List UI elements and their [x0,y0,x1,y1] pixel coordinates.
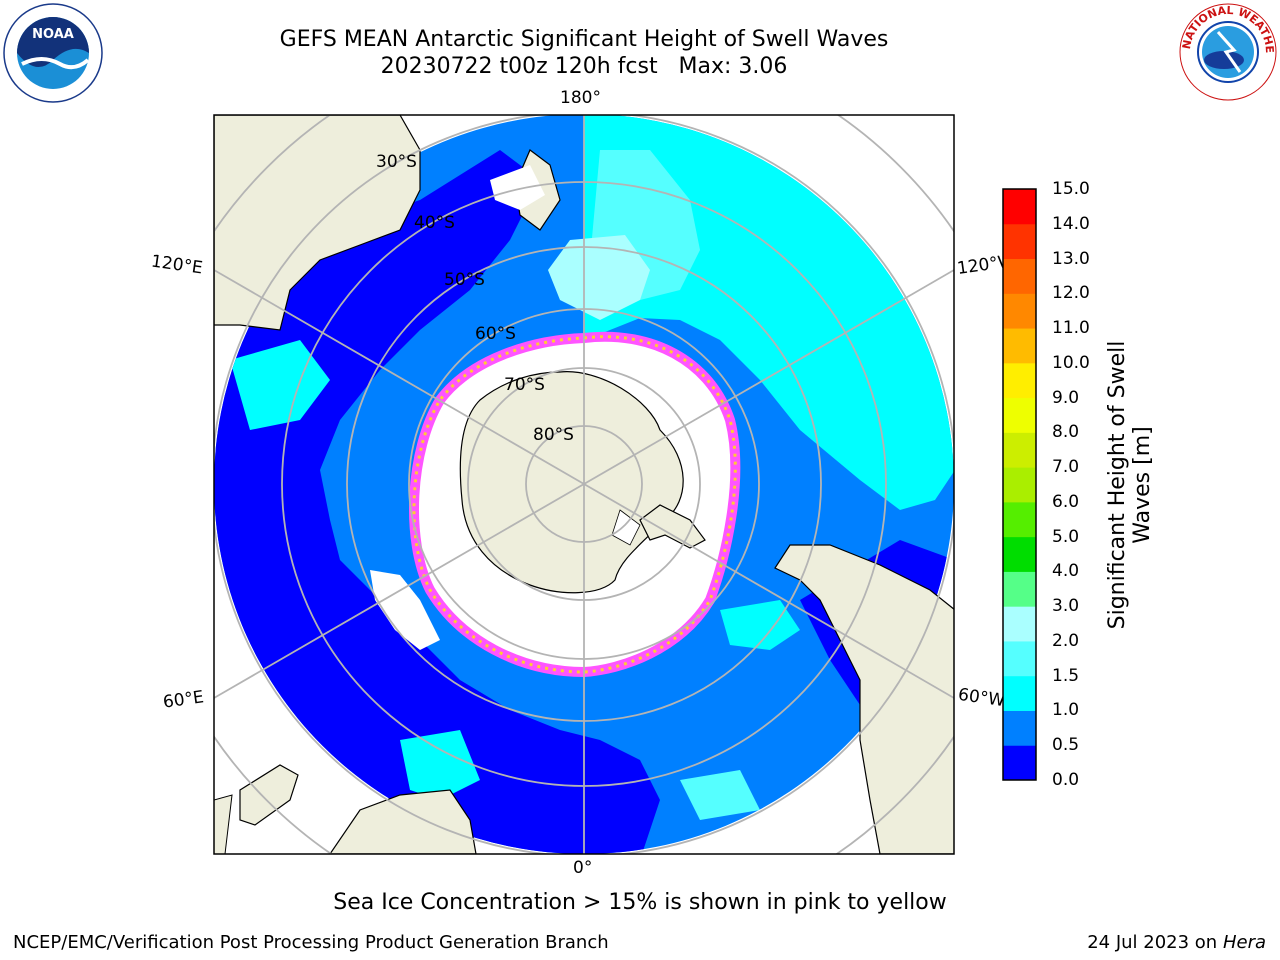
colorbar-band [1003,293,1036,329]
colorbar-band [1003,467,1036,503]
colorbar-band [1003,258,1036,294]
sea-ice-note: Sea Ice Concentration > 15% is shown in … [333,890,947,915]
colorbar-band [1003,606,1036,642]
colorbar-tick-label: 14.0 [1052,213,1090,234]
land-madagascar [239,764,299,826]
colorbar-tick-label: 0.5 [1052,735,1080,756]
colorbar-band [1003,536,1036,572]
nws-logo: NATIONAL WEATHER SERVICE [1178,2,1277,101]
colorbar-tick-label: 4.0 [1052,561,1080,582]
colorbar-tick-label: 0.0 [1052,770,1080,790]
colorbar-band [1003,223,1036,260]
colorbar-band [1003,189,1036,225]
colorbar-band [1003,501,1036,538]
lon-label-0: 0° [573,858,593,878]
colorbar-tick-label: 10.0 [1052,352,1090,373]
colorbar-tick-label: 8.0 [1052,422,1080,443]
lat-label-60s: 60°S [475,324,516,344]
footer-date: 24 Jul 2023 on Hera [1087,932,1266,953]
map-frame [213,114,955,855]
colorbar-tick-label: 3.0 [1052,596,1080,617]
colorbar-band [1003,432,1036,468]
noaa-logo: NOAA [3,3,103,103]
lat-label-30s: 30°S [376,152,417,172]
lat-label-80s: 80°S [533,425,574,445]
colorbar-tick-label: 12.0 [1052,283,1090,304]
colorbar-band [1003,328,1036,364]
colorbar-tick-label: 9.0 [1052,387,1080,408]
noaa-logo-text: NOAA [32,27,74,42]
land-africa [329,789,477,854]
colorbar-band [1003,640,1036,677]
colorbar-band [1003,571,1036,607]
chart-subtitle: 20230722 t00z 120h fcst Max: 3.06 [380,54,788,79]
colorbar-band [1003,362,1036,399]
sea-ice-patch [370,570,440,650]
graticule [214,115,954,854]
colorbar-band [1003,745,1036,781]
land-antarctic-peninsula [639,504,706,549]
colorbar-tick-label: 2.0 [1052,630,1080,651]
colorbar-label: Significant Height of Swell Waves [m] [1105,340,1155,630]
colorbar-tick-label: 1.0 [1052,700,1080,721]
lat-label-40s: 40°S [414,213,455,233]
colorbar-tick-label: 5.0 [1052,526,1080,547]
footer-credit: NCEP/EMC/Verification Post Processing Pr… [13,932,609,953]
lon-label-180: 180° [560,88,601,108]
colorbar-tick-label: 11.0 [1052,318,1090,339]
colorbar-band [1003,675,1036,711]
colorbar-tick-label: 7.0 [1052,457,1080,478]
colorbar-tick-label: 15.0 [1052,179,1090,199]
swell-1.0-1.5-east [720,600,800,650]
colorbar [1002,188,1037,781]
colorbar-tick-label: 6.0 [1052,491,1080,512]
chart-title: GEFS MEAN Antarctic Significant Height o… [279,27,889,52]
land-south-america [774,544,954,854]
footer-host: Hera [1222,932,1266,953]
colorbar-band [1003,397,1036,433]
lat-label-70s: 70°S [504,375,545,395]
colorbar-band [1003,710,1036,746]
colorbar-tick-label: 1.5 [1052,665,1080,686]
colorbar-tick-label: 13.0 [1052,248,1090,269]
lat-label-50s: 50°S [444,270,485,290]
swell-1.0-1.5-west [230,340,330,430]
swell-2.0-3.0 [548,235,650,320]
